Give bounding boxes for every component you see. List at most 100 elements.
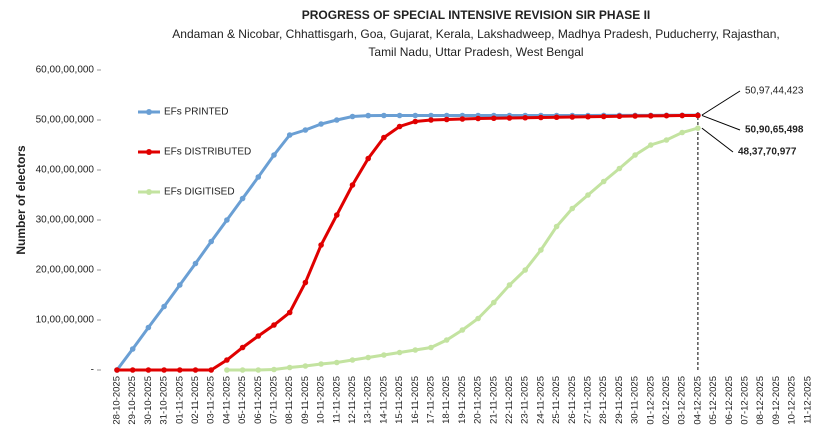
x-tick-label: 18-11-2025 <box>441 376 452 424</box>
point <box>428 112 434 119</box>
y-tick-label: 60,00,00,000 <box>36 65 95 76</box>
x-tick-label: 14-11-2025 <box>378 376 389 424</box>
point <box>522 114 528 121</box>
point <box>459 116 466 122</box>
point <box>318 361 324 367</box>
y-tick-label: 10,00,00,000 <box>36 315 95 326</box>
legend-label: EFs DISTRIBUTED <box>164 147 251 158</box>
point <box>271 152 277 158</box>
x-tick-label: 03-12-2025 <box>677 376 688 425</box>
x-tick-label: 05-12-2025 <box>708 376 719 425</box>
point <box>349 357 356 363</box>
point <box>302 279 309 286</box>
point <box>224 217 230 223</box>
x-tick-label: 24-11-2025 <box>535 376 546 424</box>
point <box>145 367 152 373</box>
x-tick-label: 11-12-2025 <box>802 376 813 424</box>
point <box>600 113 607 120</box>
x-tick-label: 07-11-2025 <box>269 376 280 424</box>
point <box>428 344 434 351</box>
x-tick-label: 16-11-2025 <box>410 376 421 424</box>
chart-subtitle: Tamil Nadu, Uttar Pradesh, West Bengal <box>368 45 583 59</box>
point <box>177 282 183 288</box>
point <box>412 112 419 119</box>
point <box>412 347 419 353</box>
point <box>161 367 167 373</box>
chart-title: PROGRESS OF SPECIAL INTENSIVE REVISION S… <box>302 8 651 22</box>
point <box>255 174 262 180</box>
point <box>491 299 497 306</box>
x-tick-label: 22-11-2025 <box>504 376 515 424</box>
x-tick-label: 21-11-2025 <box>488 376 499 424</box>
point <box>114 367 120 373</box>
legend-label: EFs DIGITISED <box>164 187 235 198</box>
annotation-leader <box>701 127 734 153</box>
x-tick-label: 08-11-2025 <box>284 376 295 424</box>
point <box>161 303 167 310</box>
point <box>145 324 152 331</box>
point <box>695 125 701 131</box>
point <box>318 121 324 127</box>
x-tick-label: 01-12-2025 <box>645 376 656 425</box>
point <box>381 352 387 358</box>
x-tick-label: 20-11-2025 <box>473 376 484 424</box>
x-tick-label: 06-12-2025 <box>724 376 735 425</box>
annotation-leader <box>701 115 741 131</box>
point <box>255 333 262 339</box>
point <box>349 182 356 188</box>
point <box>192 260 199 267</box>
series-line <box>226 126 699 372</box>
legend-marker <box>146 149 152 155</box>
x-tick-label: 27-11-2025 <box>583 376 594 424</box>
x-tick-label: 09-12-2025 <box>771 376 782 425</box>
point <box>632 113 638 119</box>
x-tick-label: 11-11-2025 <box>331 376 342 423</box>
x-tick-label: 30-11-2025 <box>630 376 641 424</box>
point <box>569 205 576 212</box>
point <box>271 366 277 373</box>
point <box>506 282 513 288</box>
point <box>679 129 685 136</box>
x-tick-label: 23-11-2025 <box>520 376 531 424</box>
x-tick-label: 28-10-2025 <box>112 376 123 425</box>
x-tick-label: 03-11-2025 <box>206 376 217 424</box>
x-tick-label: 29-10-2025 <box>127 376 138 425</box>
point <box>239 367 246 373</box>
point <box>224 357 230 363</box>
legend-label: EFs PRINTED <box>164 107 228 118</box>
point <box>428 117 434 123</box>
y-tick-label: - <box>91 365 94 376</box>
x-tick-label: 09-11-2025 <box>300 376 311 424</box>
point <box>302 127 309 133</box>
x-tick-label: 06-11-2025 <box>253 376 264 424</box>
point <box>271 322 277 328</box>
point <box>302 363 309 369</box>
point <box>239 195 246 202</box>
x-tick-label: 30-10-2025 <box>143 376 154 425</box>
point <box>506 115 513 121</box>
point <box>553 114 560 121</box>
x-tick-label: 04-12-2025 <box>692 376 703 425</box>
point <box>396 112 403 119</box>
point <box>381 112 387 119</box>
chart-subtitle: Andaman & Nicobar, Chhattisgarh, Goa, Gu… <box>172 27 779 41</box>
y-axis-label: Number of electors <box>14 145 28 255</box>
point <box>459 327 466 333</box>
x-tick-label: 13-11-2025 <box>363 376 374 424</box>
point <box>600 178 607 185</box>
point <box>365 155 372 162</box>
x-tick-label: 10-12-2025 <box>787 376 798 425</box>
point <box>239 344 246 351</box>
point <box>365 354 372 361</box>
point <box>443 337 450 343</box>
x-tick-label: 05-11-2025 <box>237 376 248 424</box>
x-tick-label: 26-11-2025 <box>567 376 578 424</box>
point <box>286 364 293 371</box>
annotation: 50,90,65,498 <box>745 125 804 136</box>
y-tick-label: 40,00,00,000 <box>36 165 95 176</box>
point <box>616 165 623 172</box>
point <box>286 309 293 316</box>
point <box>443 116 450 123</box>
point <box>396 123 403 130</box>
